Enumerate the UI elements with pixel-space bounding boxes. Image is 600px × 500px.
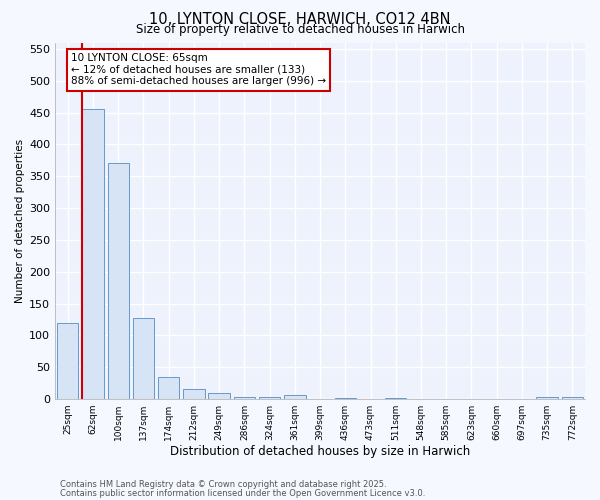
Bar [82,110,104,399]
Bar [385,398,406,399]
Bar [335,398,356,399]
Bar [233,396,255,399]
Bar [284,396,305,399]
Bar [107,164,129,399]
Text: 10 LYNTON CLOSE: 65sqm
← 12% of detached houses are smaller (133)
88% of semi-de: 10 LYNTON CLOSE: 65sqm ← 12% of detached… [71,53,326,86]
Text: 10, LYNTON CLOSE, HARWICH, CO12 4BN: 10, LYNTON CLOSE, HARWICH, CO12 4BN [149,12,451,28]
Text: Contains HM Land Registry data © Crown copyright and database right 2025.: Contains HM Land Registry data © Crown c… [60,480,386,489]
Bar [536,396,558,399]
Bar [259,396,280,399]
X-axis label: Distribution of detached houses by size in Harwich: Distribution of detached houses by size … [170,444,470,458]
Bar [158,377,179,399]
Text: Contains public sector information licensed under the Open Government Licence v3: Contains public sector information licen… [60,488,425,498]
Bar [57,322,79,399]
Bar [208,392,230,399]
Bar [183,389,205,399]
Text: Size of property relative to detached houses in Harwich: Size of property relative to detached ho… [136,24,464,36]
Bar [562,396,583,399]
Y-axis label: Number of detached properties: Number of detached properties [15,138,25,303]
Bar [133,318,154,399]
